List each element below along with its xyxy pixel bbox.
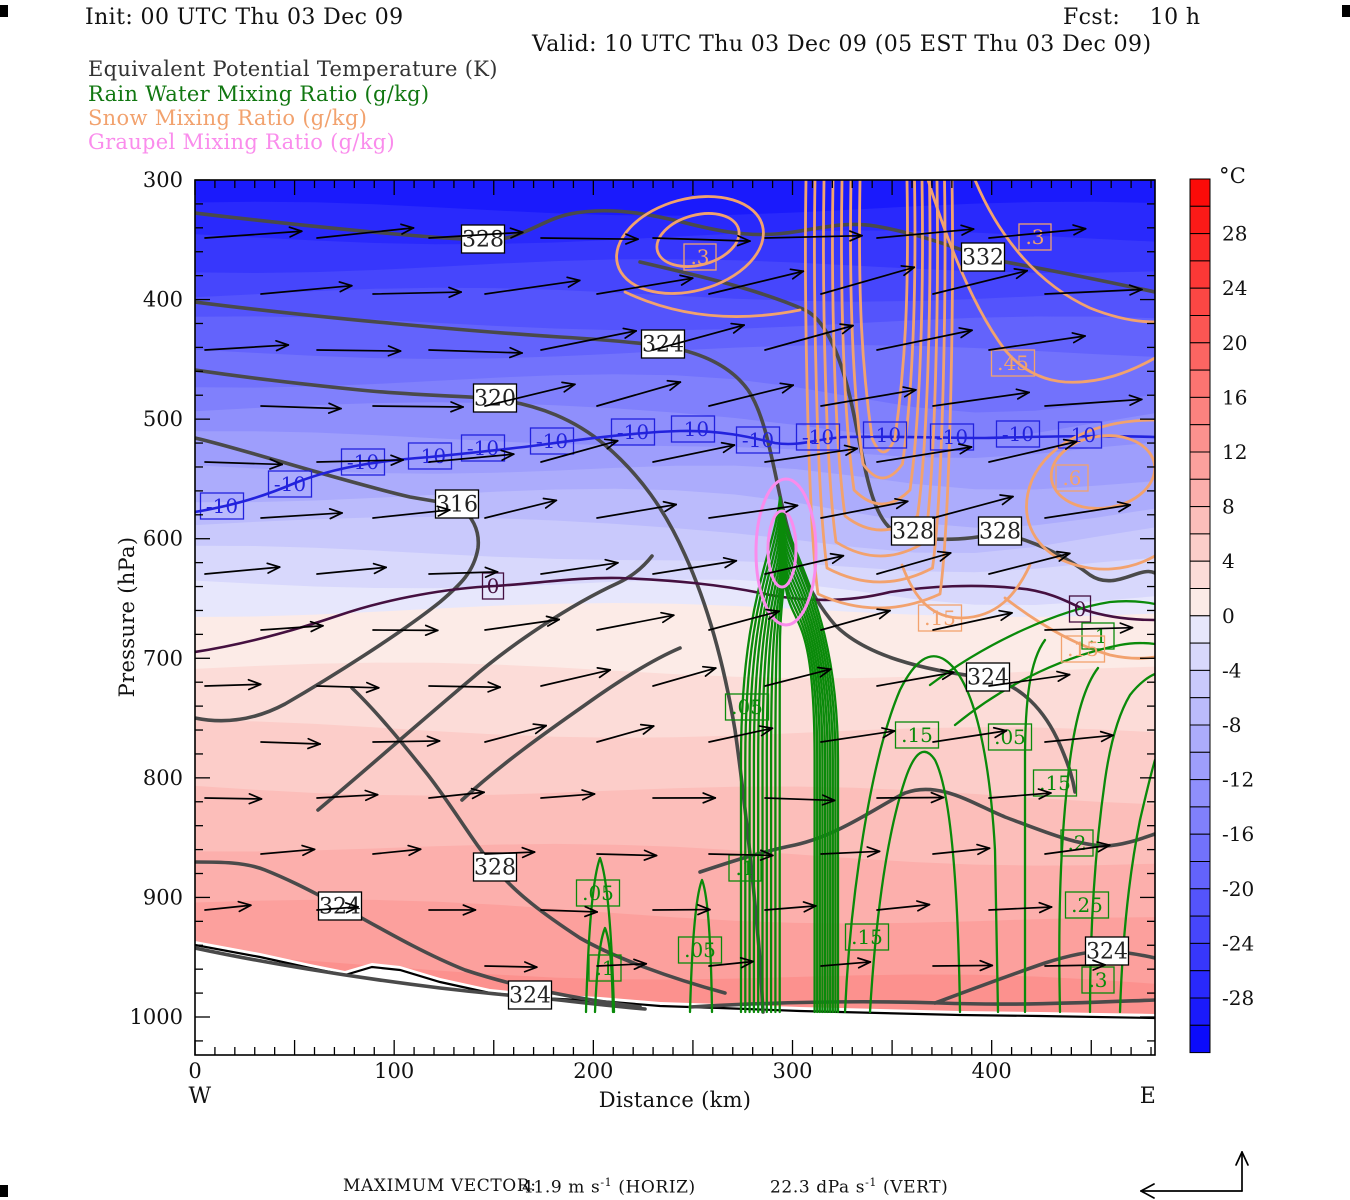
svg-text:-10: -10 <box>617 420 649 444</box>
svg-text:200: 200 <box>573 1059 613 1083</box>
svg-text:1000: 1000 <box>130 1005 183 1029</box>
svg-text:-24: -24 <box>1222 931 1254 955</box>
svg-text:.05: .05 <box>582 881 614 905</box>
x-axis-title: Distance (km) <box>598 1088 752 1112</box>
svg-text:.45: .45 <box>997 351 1029 375</box>
svg-text:.1: .1 <box>735 856 754 880</box>
svg-text:-8: -8 <box>1222 713 1241 737</box>
svg-text:100: 100 <box>374 1059 414 1083</box>
svg-text:328: 328 <box>892 519 934 544</box>
svg-text:500: 500 <box>143 407 183 431</box>
horiz-sup: -1 <box>600 1176 613 1189</box>
svg-text:400: 400 <box>143 288 183 312</box>
svg-text:-12: -12 <box>1222 768 1254 792</box>
svg-text:-10: -10 <box>414 444 446 468</box>
svg-text:.25: .25 <box>1071 893 1103 917</box>
svg-text:.15: .15 <box>901 723 933 747</box>
svg-text:324: 324 <box>509 983 551 1008</box>
svg-text:0: 0 <box>1222 604 1235 628</box>
forecast-hour-label: Fcst: 10 h <box>1063 5 1201 30</box>
svg-text:28: 28 <box>1222 222 1247 246</box>
x-axis-east-label: E <box>1139 1084 1157 1109</box>
svg-text:4: 4 <box>1222 549 1235 573</box>
max-vector-caption: MAXIMUM VECTOR: <box>343 1176 537 1196</box>
legend-theta-e: Equivalent Potential Temperature (K) <box>88 57 498 81</box>
x-axis-west-label: W <box>188 1084 212 1109</box>
legend-graupel: Graupel Mixing Ratio (g/kg) <box>88 130 396 154</box>
svg-text:16: 16 <box>1222 385 1247 409</box>
svg-text:-10: -10 <box>677 417 709 441</box>
horiz-suffix: (HORIZ) <box>612 1177 696 1198</box>
svg-text:-4: -4 <box>1222 658 1241 682</box>
legend-snow: Snow Mixing Ratio (g/kg) <box>88 106 368 130</box>
svg-text:900: 900 <box>143 885 183 909</box>
svg-text:.3: .3 <box>1088 968 1107 992</box>
max-vector-vert: 22.3 dPa s-1 (VERT) <box>770 1176 948 1198</box>
svg-text:400: 400 <box>972 1059 1012 1083</box>
svg-text:320: 320 <box>474 386 516 411</box>
svg-text:.1: .1 <box>595 956 614 980</box>
y-axis-title: Pressure (hPa) <box>115 536 139 698</box>
svg-text:0: 0 <box>188 1059 201 1083</box>
svg-text:.3: .3 <box>1025 225 1044 249</box>
svg-text:300: 300 <box>143 168 183 192</box>
svg-text:-10: -10 <box>802 425 834 449</box>
horiz-value: 41.9 m s <box>522 1177 601 1198</box>
svg-text:8: 8 <box>1222 495 1235 519</box>
svg-text:0: 0 <box>487 574 500 598</box>
svg-text:-10: -10 <box>206 494 238 518</box>
vert-value: 22.3 dPa s <box>770 1177 866 1198</box>
svg-text:-20: -20 <box>1222 877 1254 901</box>
colorbar-unit-label: °C <box>1219 164 1247 188</box>
svg-text:328: 328 <box>474 855 516 880</box>
svg-text:-10: -10 <box>536 429 568 453</box>
svg-text:-28: -28 <box>1222 986 1254 1010</box>
svg-text:24: 24 <box>1222 276 1247 300</box>
vert-sup: -1 <box>865 1176 877 1189</box>
init-time-label: Init: 00 UTC Thu 03 Dec 09 <box>85 5 404 30</box>
svg-text:-16: -16 <box>1222 822 1254 846</box>
svg-text:600: 600 <box>143 527 183 551</box>
svg-text:328: 328 <box>462 227 504 252</box>
svg-text:324: 324 <box>642 332 684 357</box>
svg-text:.15: .15 <box>1067 637 1099 661</box>
svg-text:.6: .6 <box>1062 466 1081 490</box>
svg-text:-10: -10 <box>742 428 774 452</box>
svg-text:300: 300 <box>772 1059 812 1083</box>
svg-text:.3: .3 <box>690 245 709 269</box>
svg-text:-10: -10 <box>274 472 306 496</box>
svg-text:324: 324 <box>967 665 1009 690</box>
svg-text:12: 12 <box>1222 440 1247 464</box>
max-vector-horiz: 41.9 m s-1 (HORIZ) <box>522 1176 696 1198</box>
svg-text:.05: .05 <box>731 695 763 719</box>
svg-text:328: 328 <box>979 519 1021 544</box>
svg-text:800: 800 <box>143 766 183 790</box>
svg-text:.05: .05 <box>684 938 716 962</box>
legend-rain: Rain Water Mixing Ratio (g/kg) <box>88 82 430 106</box>
valid-time-label: Valid: 10 UTC Thu 03 Dec 09 (05 EST Thu … <box>532 32 1152 57</box>
svg-text:0: 0 <box>1074 597 1087 621</box>
svg-text:-10: -10 <box>1002 422 1034 446</box>
svg-text:700: 700 <box>143 646 183 670</box>
vert-suffix: (VERT) <box>877 1177 949 1198</box>
svg-text:20: 20 <box>1222 331 1247 355</box>
svg-text:.15: .15 <box>851 925 883 949</box>
svg-text:332: 332 <box>962 245 1004 270</box>
svg-text:-10: -10 <box>869 423 901 447</box>
